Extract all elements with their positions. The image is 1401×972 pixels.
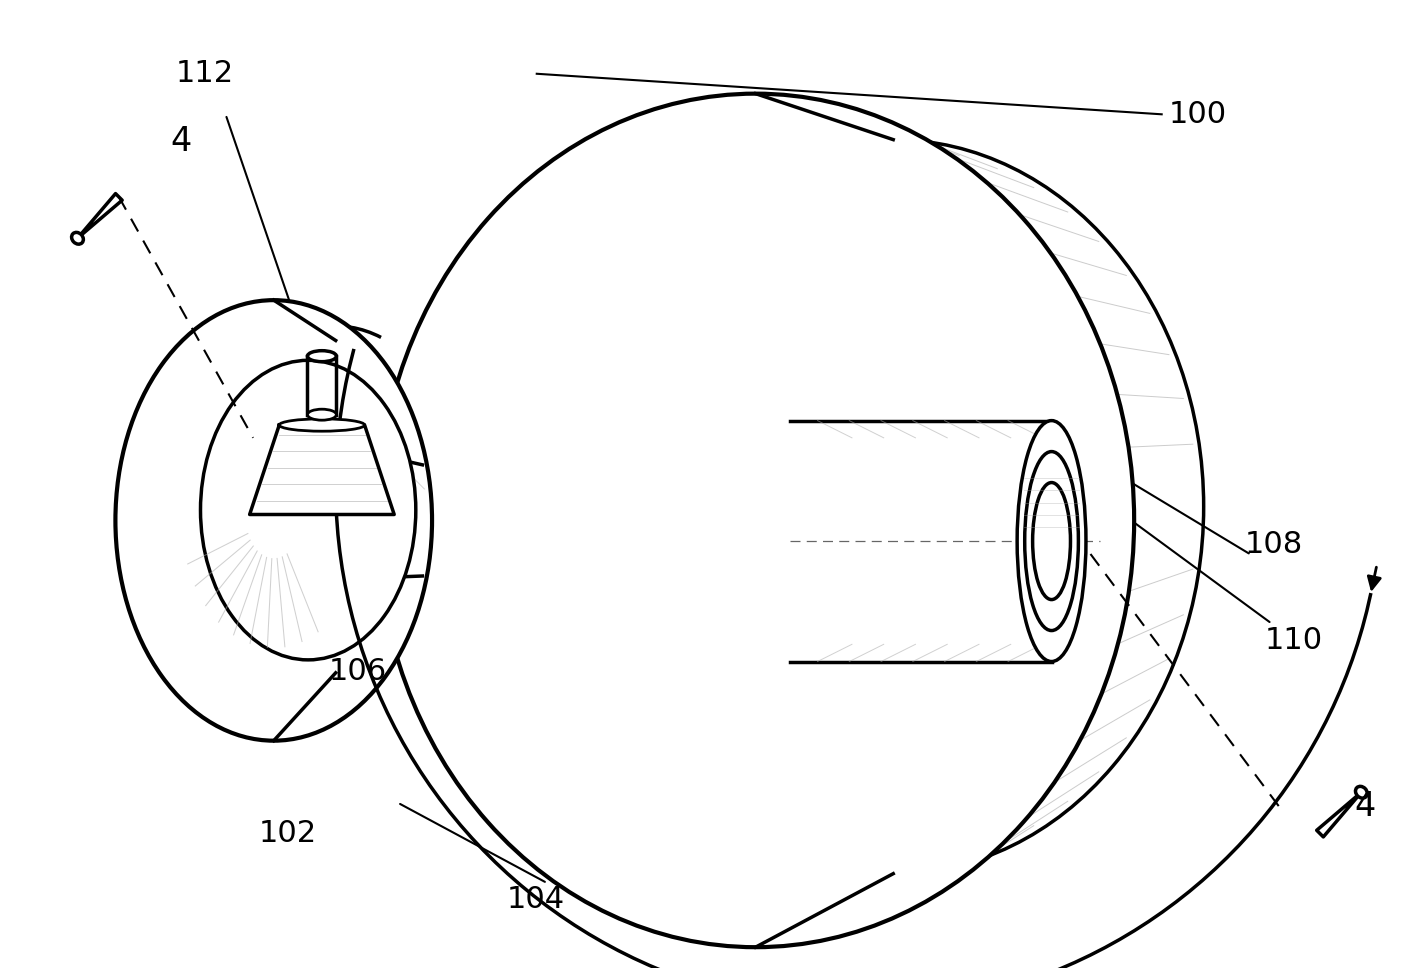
Text: 102: 102	[258, 819, 317, 849]
Text: 110: 110	[1265, 626, 1323, 655]
Text: 112: 112	[177, 58, 234, 87]
Ellipse shape	[200, 361, 416, 660]
Text: 108: 108	[1244, 530, 1303, 559]
Ellipse shape	[115, 300, 432, 741]
Text: 4: 4	[171, 125, 192, 158]
Ellipse shape	[1033, 482, 1070, 600]
Text: 106: 106	[329, 657, 387, 686]
Ellipse shape	[307, 409, 336, 420]
Ellipse shape	[1024, 452, 1079, 631]
Ellipse shape	[1017, 421, 1086, 662]
Ellipse shape	[377, 93, 1135, 947]
Ellipse shape	[307, 351, 336, 362]
Polygon shape	[349, 448, 423, 579]
Text: 104: 104	[506, 885, 565, 914]
Ellipse shape	[1356, 786, 1367, 798]
Ellipse shape	[71, 232, 84, 244]
Polygon shape	[249, 425, 394, 514]
Ellipse shape	[279, 419, 364, 432]
Text: 100: 100	[1168, 100, 1227, 129]
Text: 4: 4	[1355, 789, 1376, 822]
